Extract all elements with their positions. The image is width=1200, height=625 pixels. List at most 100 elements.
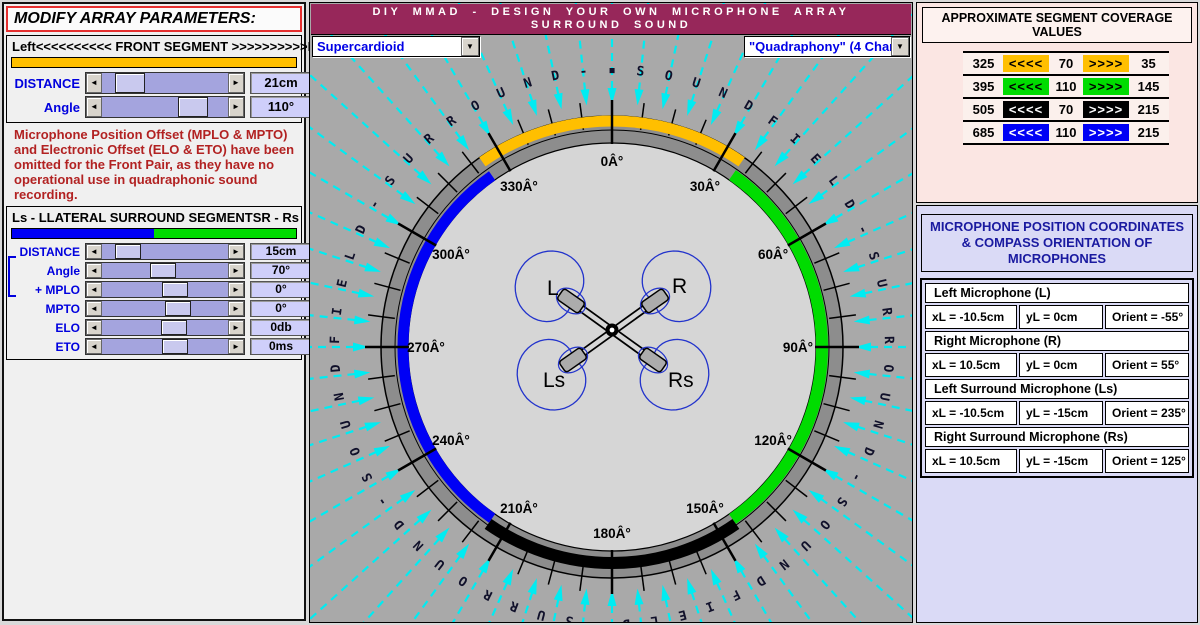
slider-elo[interactable]: ◄ ► xyxy=(85,319,245,336)
coverage-left-value: 395 xyxy=(972,79,995,94)
svg-text:I: I xyxy=(703,597,716,614)
polar-pattern-dropdown[interactable]: Supercardioid ▼ xyxy=(312,36,480,57)
slider-thumb[interactable] xyxy=(162,282,189,297)
slider-row-distance: DISTANCE ◄ ► 21cm xyxy=(10,72,312,94)
chevron-down-icon[interactable]: ▼ xyxy=(891,37,909,56)
arrow-right-icon[interactable]: ► xyxy=(228,244,244,259)
slider-value-distance: 15cm xyxy=(250,243,312,260)
svg-text:S: S xyxy=(564,612,574,622)
slider-angle[interactable]: ◄ ► xyxy=(85,96,245,118)
slider-track[interactable] xyxy=(102,339,228,354)
slider-track[interactable] xyxy=(102,282,228,297)
chevron-down-icon[interactable]: ▼ xyxy=(461,37,479,56)
front-segment-section: Left <<<<<<<<<< FRONT SEGMENT >>>>>>>>>>… xyxy=(6,35,341,123)
arrow-left-icon[interactable]: ◄ xyxy=(86,97,102,117)
lateral-segment-header: Ls - L LATERAL SURROUND SEGMENTS R - Rs xyxy=(10,209,299,226)
arrow-right-icon[interactable]: ► xyxy=(228,320,244,335)
lateral-right-caption: R - Rs xyxy=(261,210,299,225)
compass-diagram: ▪SOUNDFIELD-SURROUND-SOUNDFIELD-SURROUND… xyxy=(310,3,912,622)
slider-thumb[interactable] xyxy=(161,320,188,335)
arrow-left-icon[interactable]: ◄ xyxy=(86,282,102,297)
slider-thumb[interactable] xyxy=(177,97,208,117)
svg-text:O: O xyxy=(456,572,471,589)
mic-table-row: xL = -10.5cm yL = 0cm Orient = -55° xyxy=(925,305,1189,329)
slider-angle[interactable]: ◄ ► xyxy=(85,262,245,279)
mic-table-header: Left Microphone (L) xyxy=(925,283,1189,303)
arrow-left-icon[interactable]: ◄ xyxy=(86,339,102,354)
slider-distance[interactable]: ◄ ► xyxy=(85,72,245,94)
svg-text:I: I xyxy=(330,307,346,317)
slider-label-mpto: MPTO xyxy=(45,301,80,316)
mic-y-cell: yL = -15cm xyxy=(1019,401,1103,425)
svg-text:F: F xyxy=(729,586,743,603)
slider-thumb[interactable] xyxy=(114,244,141,259)
front-segment-header: Left <<<<<<<<<< FRONT SEGMENT >>>>>>>>>>… xyxy=(10,38,341,55)
svg-text:60Â°: 60Â° xyxy=(758,247,788,262)
slider-distance[interactable]: ◄ ► xyxy=(85,243,245,260)
slider-value-eto: 0ms xyxy=(250,338,312,355)
lateral-sliders: DISTANCE ◄ ► 15cm Angle ◄ ► 70° + MPLO ◄ ► 0° MPTO ◄ ►… xyxy=(10,243,312,355)
capsule-outline-R xyxy=(639,287,671,315)
arrow-left-icon[interactable]: ◄ xyxy=(86,301,102,316)
slider-mplo[interactable]: ◄ ► xyxy=(85,281,245,298)
capsule-outline-Ls xyxy=(557,346,589,374)
arrow-right-icon[interactable]: ► xyxy=(228,97,244,117)
svg-text:L: L xyxy=(342,250,359,262)
svg-text:D: D xyxy=(391,516,408,532)
slider-thumb[interactable] xyxy=(162,339,189,354)
coverage-right-arrows: >>>> xyxy=(1083,78,1129,95)
coverage-left-arrows: <<<< xyxy=(1003,124,1049,141)
slider-row-angle: Angle ◄ ► 70° xyxy=(10,262,312,279)
segment-coverage-panel: APPROXIMATE SEGMENT COVERAGE VALUES 325 <… xyxy=(916,2,1198,203)
svg-text:N: N xyxy=(522,75,534,92)
slider-mpto[interactable]: ◄ ► xyxy=(85,300,245,317)
arrow-right-icon[interactable]: ► xyxy=(228,263,244,278)
coords-title-line1: MICROPHONE POSITION COORDINATES xyxy=(930,219,1184,234)
coverage-span-value: 110 xyxy=(1055,79,1077,94)
arrow-left-icon[interactable]: ◄ xyxy=(86,244,102,259)
svg-text:240Â°: 240Â° xyxy=(432,433,470,448)
svg-text:S: S xyxy=(636,64,645,80)
mic-capsule-Rs xyxy=(639,347,667,373)
svg-text:N: N xyxy=(869,418,886,430)
arrow-left-icon[interactable]: ◄ xyxy=(86,263,102,278)
svg-text:90Â°: 90Â° xyxy=(783,340,813,355)
coverage-left-value: 505 xyxy=(972,102,995,117)
arrow-right-icon[interactable]: ► xyxy=(228,301,244,316)
arrow-right-icon[interactable]: ► xyxy=(228,282,244,297)
slider-thumb[interactable] xyxy=(114,73,145,93)
svg-text:R: R xyxy=(422,131,438,148)
slider-eto[interactable]: ◄ ► xyxy=(85,338,245,355)
slider-track[interactable] xyxy=(102,320,228,335)
channel-mode-dropdown[interactable]: "Quadraphony" (4 Channels ▼ xyxy=(744,36,910,57)
arrow-left-icon[interactable]: ◄ xyxy=(86,73,102,93)
svg-text:180Â°: 180Â° xyxy=(593,526,631,541)
slider-track[interactable] xyxy=(102,97,228,117)
slider-value-mplo: 0° xyxy=(250,281,312,298)
svg-text:330Â°: 330Â° xyxy=(500,179,538,194)
arrow-right-icon[interactable]: ► xyxy=(228,73,244,93)
front-sliders: DISTANCE ◄ ► 21cm Angle ◄ ► 110° xyxy=(10,72,312,118)
slider-value-angle: 70° xyxy=(250,262,312,279)
coverage-left-value: 325 xyxy=(972,56,995,71)
slider-track[interactable] xyxy=(102,263,228,278)
arrow-right-icon[interactable]: ► xyxy=(228,339,244,354)
slider-value-mpto: 0° xyxy=(250,300,312,317)
slider-thumb[interactable] xyxy=(149,263,176,278)
slider-track[interactable] xyxy=(102,301,228,316)
coverage-left-arrows: <<<< xyxy=(1003,55,1049,72)
coverage-right-value: 35 xyxy=(1141,56,1156,71)
coverage-right-value: 145 xyxy=(1137,79,1160,94)
svg-text:R: R xyxy=(508,597,521,614)
mic-label-Rs: Rs xyxy=(668,369,694,392)
slider-track[interactable] xyxy=(102,244,228,259)
slider-label-distance: DISTANCE xyxy=(19,244,80,259)
svg-text:D: D xyxy=(753,572,768,589)
mic-label-Ls: Ls xyxy=(543,369,565,392)
lateral-surround-section: Ls - L LATERAL SURROUND SEGMENTS R - Rs … xyxy=(6,206,312,360)
arrow-left-icon[interactable]: ◄ xyxy=(86,320,102,335)
slider-thumb[interactable] xyxy=(165,301,191,316)
svg-text:S: S xyxy=(359,470,376,484)
slider-value-elo: 0db xyxy=(250,319,312,336)
slider-track[interactable] xyxy=(102,73,228,93)
